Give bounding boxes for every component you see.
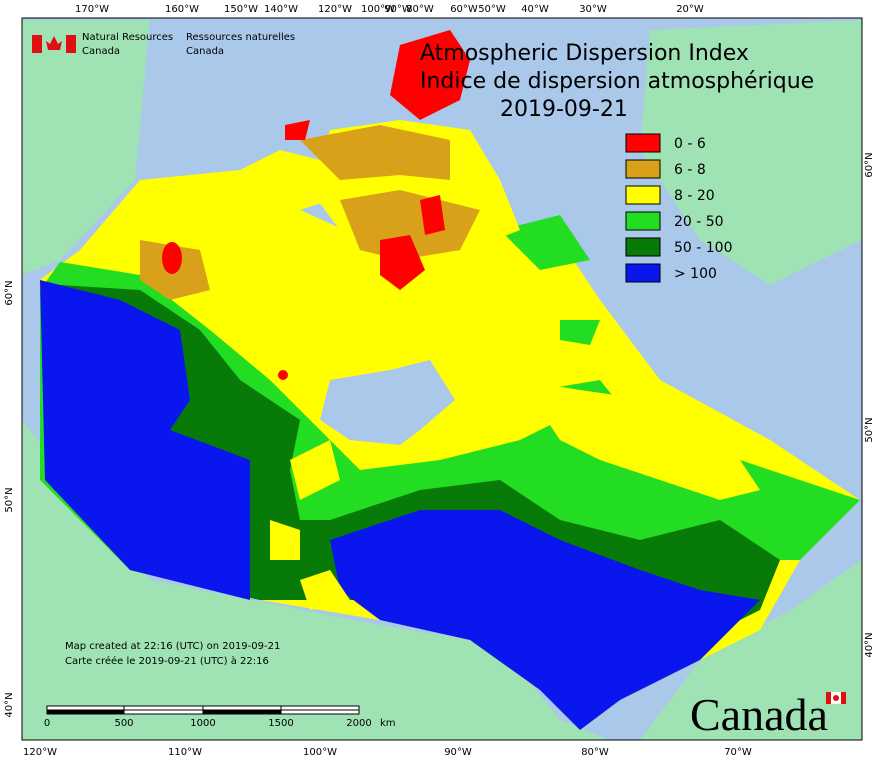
scale-label: 2000 <box>346 718 371 729</box>
agency-en: Natural Resources <box>82 32 173 43</box>
lat-label: 50°N <box>864 417 875 442</box>
title-date: 2019-09-21 <box>500 97 628 122</box>
lat-label: 60°N <box>864 152 875 177</box>
agency-fr: Ressources naturelles <box>186 32 295 43</box>
legend-label: 50 - 100 <box>674 240 733 256</box>
scale-label: 1000 <box>190 718 215 729</box>
lon-label: 70°W <box>724 747 752 758</box>
lon-label: 110°W <box>168 747 202 758</box>
scale-label: 500 <box>114 718 133 729</box>
scale-segment <box>123 709 204 715</box>
lon-label: 30°W <box>579 4 607 15</box>
scale-segment <box>46 705 125 711</box>
scale-segment <box>280 709 360 715</box>
legend-label: 8 - 20 <box>674 188 715 204</box>
lat-label: 60°N <box>4 280 15 305</box>
scale-label: 0 <box>44 718 50 729</box>
wordmark: Canada <box>690 689 828 740</box>
title-en: Atmospheric Dispersion Index <box>420 41 749 66</box>
legend-swatch <box>625 237 661 257</box>
lat-label: 40°N <box>4 692 15 717</box>
legend-label: > 100 <box>674 266 717 282</box>
lon-label: 120°W <box>23 747 57 758</box>
lon-label: 20°W <box>676 4 704 15</box>
lon-label: 90°W <box>444 747 472 758</box>
scale-segment <box>280 705 360 711</box>
scale-segment <box>123 705 204 711</box>
legend-label: 6 - 8 <box>674 162 706 178</box>
scale-segment <box>202 705 282 711</box>
lon-label: 50°W <box>478 4 506 15</box>
lon-label: 60°W <box>450 4 478 15</box>
map-frame <box>21 17 863 741</box>
lat-label: 50°N <box>4 487 15 512</box>
lon-label: 90°W <box>384 4 412 15</box>
land-other <box>22 20 862 740</box>
scale-unit: km <box>380 718 396 729</box>
lon-label: 140°W <box>264 4 298 15</box>
scale-label: 1500 <box>268 718 293 729</box>
country-fr: Canada <box>186 46 224 57</box>
lon-label: 100°W <box>303 747 337 758</box>
country-en: Canada <box>82 46 120 57</box>
lon-label: 120°W <box>318 4 352 15</box>
lon-label: 80°W <box>581 747 609 758</box>
lon-label: 40°W <box>521 4 549 15</box>
wordmark-flag <box>826 692 846 704</box>
legend-swatch <box>625 263 661 283</box>
legend-swatch <box>625 185 661 205</box>
scale-segment <box>46 709 125 715</box>
note-en: Map created at 22:16 (UTC) on 2019-09-21 <box>65 641 280 652</box>
lat-label: 40°N <box>864 632 875 657</box>
legend-label: 0 - 6 <box>674 136 706 152</box>
lon-label: 170°W <box>75 4 109 15</box>
lon-label: 100°W <box>361 4 395 15</box>
title-fr: Indice de dispersion atmosphérique <box>420 69 814 94</box>
legend-label: 20 - 50 <box>674 214 724 230</box>
logo <box>32 35 76 53</box>
scale-segment <box>202 709 282 715</box>
canada-regions <box>40 30 860 730</box>
lon-label: 150°W <box>224 4 258 15</box>
lon-label: 160°W <box>165 4 199 15</box>
legend-swatch <box>625 159 661 179</box>
lon-label: 80°W <box>406 4 434 15</box>
note-fr: Carte créée le 2019-09-21 (UTC) à 22:16 <box>65 655 269 667</box>
legend-swatch <box>625 133 661 153</box>
legend-swatch <box>625 211 661 231</box>
